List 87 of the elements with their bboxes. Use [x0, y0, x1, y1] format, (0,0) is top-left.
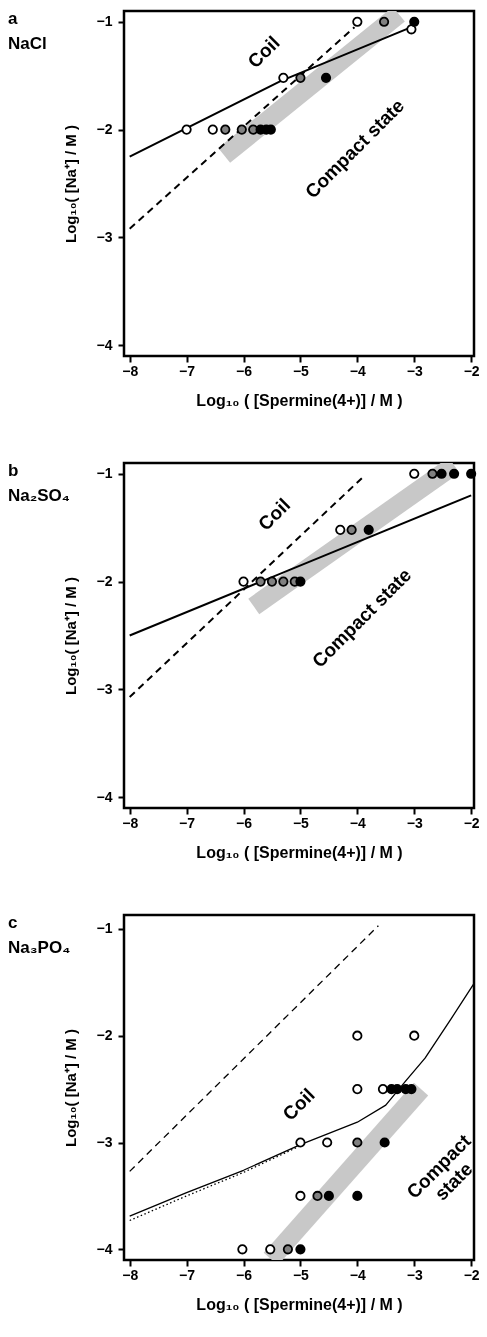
- point: [352, 1137, 363, 1148]
- x-tick-label: −2: [463, 1266, 480, 1283]
- annotation: Coil: [243, 31, 284, 73]
- x-tick-label: −6: [236, 362, 253, 379]
- y-tick-label: −1: [96, 13, 113, 30]
- x-tick-label: −6: [236, 814, 253, 831]
- point: [255, 576, 266, 587]
- point: [237, 1244, 248, 1255]
- point: [335, 524, 346, 535]
- x-tick-label: −4: [349, 362, 367, 379]
- annotation: Coil: [254, 494, 295, 535]
- x-tick-label: −3: [406, 814, 423, 831]
- point: [207, 124, 218, 135]
- point: [236, 124, 247, 135]
- x-tick-label: −8: [122, 362, 139, 379]
- y-tick-label: −2: [96, 121, 113, 138]
- point: [295, 1244, 306, 1255]
- point: [409, 16, 420, 27]
- x-tick-label: −2: [463, 814, 480, 831]
- x-tick-label: −8: [122, 814, 139, 831]
- y-tick-label: −3: [96, 680, 113, 697]
- y-axis-title: Log₁₀( [Na⁺] / M ): [61, 1029, 79, 1147]
- x-tick-label: −4: [349, 1266, 367, 1283]
- x-axis-title: Log₁₀ ( [Spermine(4+)] / M ): [196, 1295, 403, 1313]
- x-tick-label: −7: [179, 362, 196, 379]
- x-tick-label: −5: [292, 1266, 310, 1283]
- chart-title: b: [8, 461, 19, 480]
- point: [377, 1084, 389, 1095]
- y-axis-title: Log₁₀( [Na⁺] / M ): [61, 577, 79, 695]
- point: [352, 1030, 363, 1041]
- point: [220, 124, 231, 135]
- point: [295, 1137, 306, 1148]
- point: [352, 16, 363, 27]
- x-tick-label: −8: [122, 1266, 139, 1283]
- point: [352, 1084, 363, 1095]
- point: [278, 72, 289, 83]
- x-tick-label: −4: [349, 814, 367, 831]
- point: [295, 72, 306, 83]
- point: [436, 468, 447, 479]
- y-tick-label: −2: [96, 573, 113, 590]
- point: [181, 124, 192, 135]
- point: [352, 1190, 363, 1201]
- y-tick-label: −1: [96, 465, 113, 482]
- x-axis-title: Log₁₀ ( [Spermine(4+)] / M ): [196, 843, 403, 861]
- chart-title: a: [8, 9, 18, 28]
- x-axis-title: Log₁₀ ( [Spermine(4+)] / M ): [196, 391, 403, 409]
- point: [379, 16, 390, 27]
- text: Na₂SO₄: [8, 486, 70, 505]
- point: [409, 1030, 420, 1041]
- point: [409, 468, 420, 479]
- point: [266, 576, 278, 587]
- text: Na₃PO₄: [8, 938, 71, 957]
- y-tick-label: −1: [96, 920, 113, 937]
- point: [466, 468, 477, 479]
- y-tick-label: −3: [96, 228, 113, 245]
- point: [449, 468, 460, 479]
- point: [312, 1190, 323, 1201]
- point: [379, 1137, 390, 1148]
- point: [320, 72, 332, 83]
- y-tick-label: −2: [96, 1027, 113, 1044]
- point: [363, 524, 374, 535]
- x-tick-label: −3: [406, 362, 423, 379]
- x-tick-label: −5: [292, 814, 310, 831]
- x-tick-label: −7: [179, 814, 196, 831]
- x-tick-label: −6: [236, 1266, 253, 1283]
- point: [295, 1190, 306, 1201]
- y-tick-label: −4: [96, 788, 113, 805]
- x-tick-label: −2: [463, 362, 480, 379]
- point: [322, 1137, 333, 1148]
- y-tick-label: −4: [96, 1240, 113, 1257]
- point: [295, 576, 306, 587]
- y-tick-label: −4: [96, 336, 113, 353]
- x-tick-label: −7: [179, 1266, 196, 1283]
- point: [282, 1244, 293, 1255]
- point: [238, 576, 249, 587]
- point: [323, 1190, 334, 1201]
- x-tick-label: −5: [292, 362, 310, 379]
- annotation: Coil: [278, 1084, 319, 1125]
- text: NaCl: [8, 34, 47, 53]
- y-tick-label: −3: [96, 1134, 113, 1151]
- point: [278, 576, 289, 587]
- point: [265, 1244, 276, 1255]
- point: [427, 468, 438, 479]
- y-axis-title: Log₁₀( [Na⁺] / M ): [61, 125, 79, 243]
- x-tick-label: −3: [406, 1266, 423, 1283]
- point: [346, 524, 357, 535]
- chart-title: c: [8, 913, 18, 932]
